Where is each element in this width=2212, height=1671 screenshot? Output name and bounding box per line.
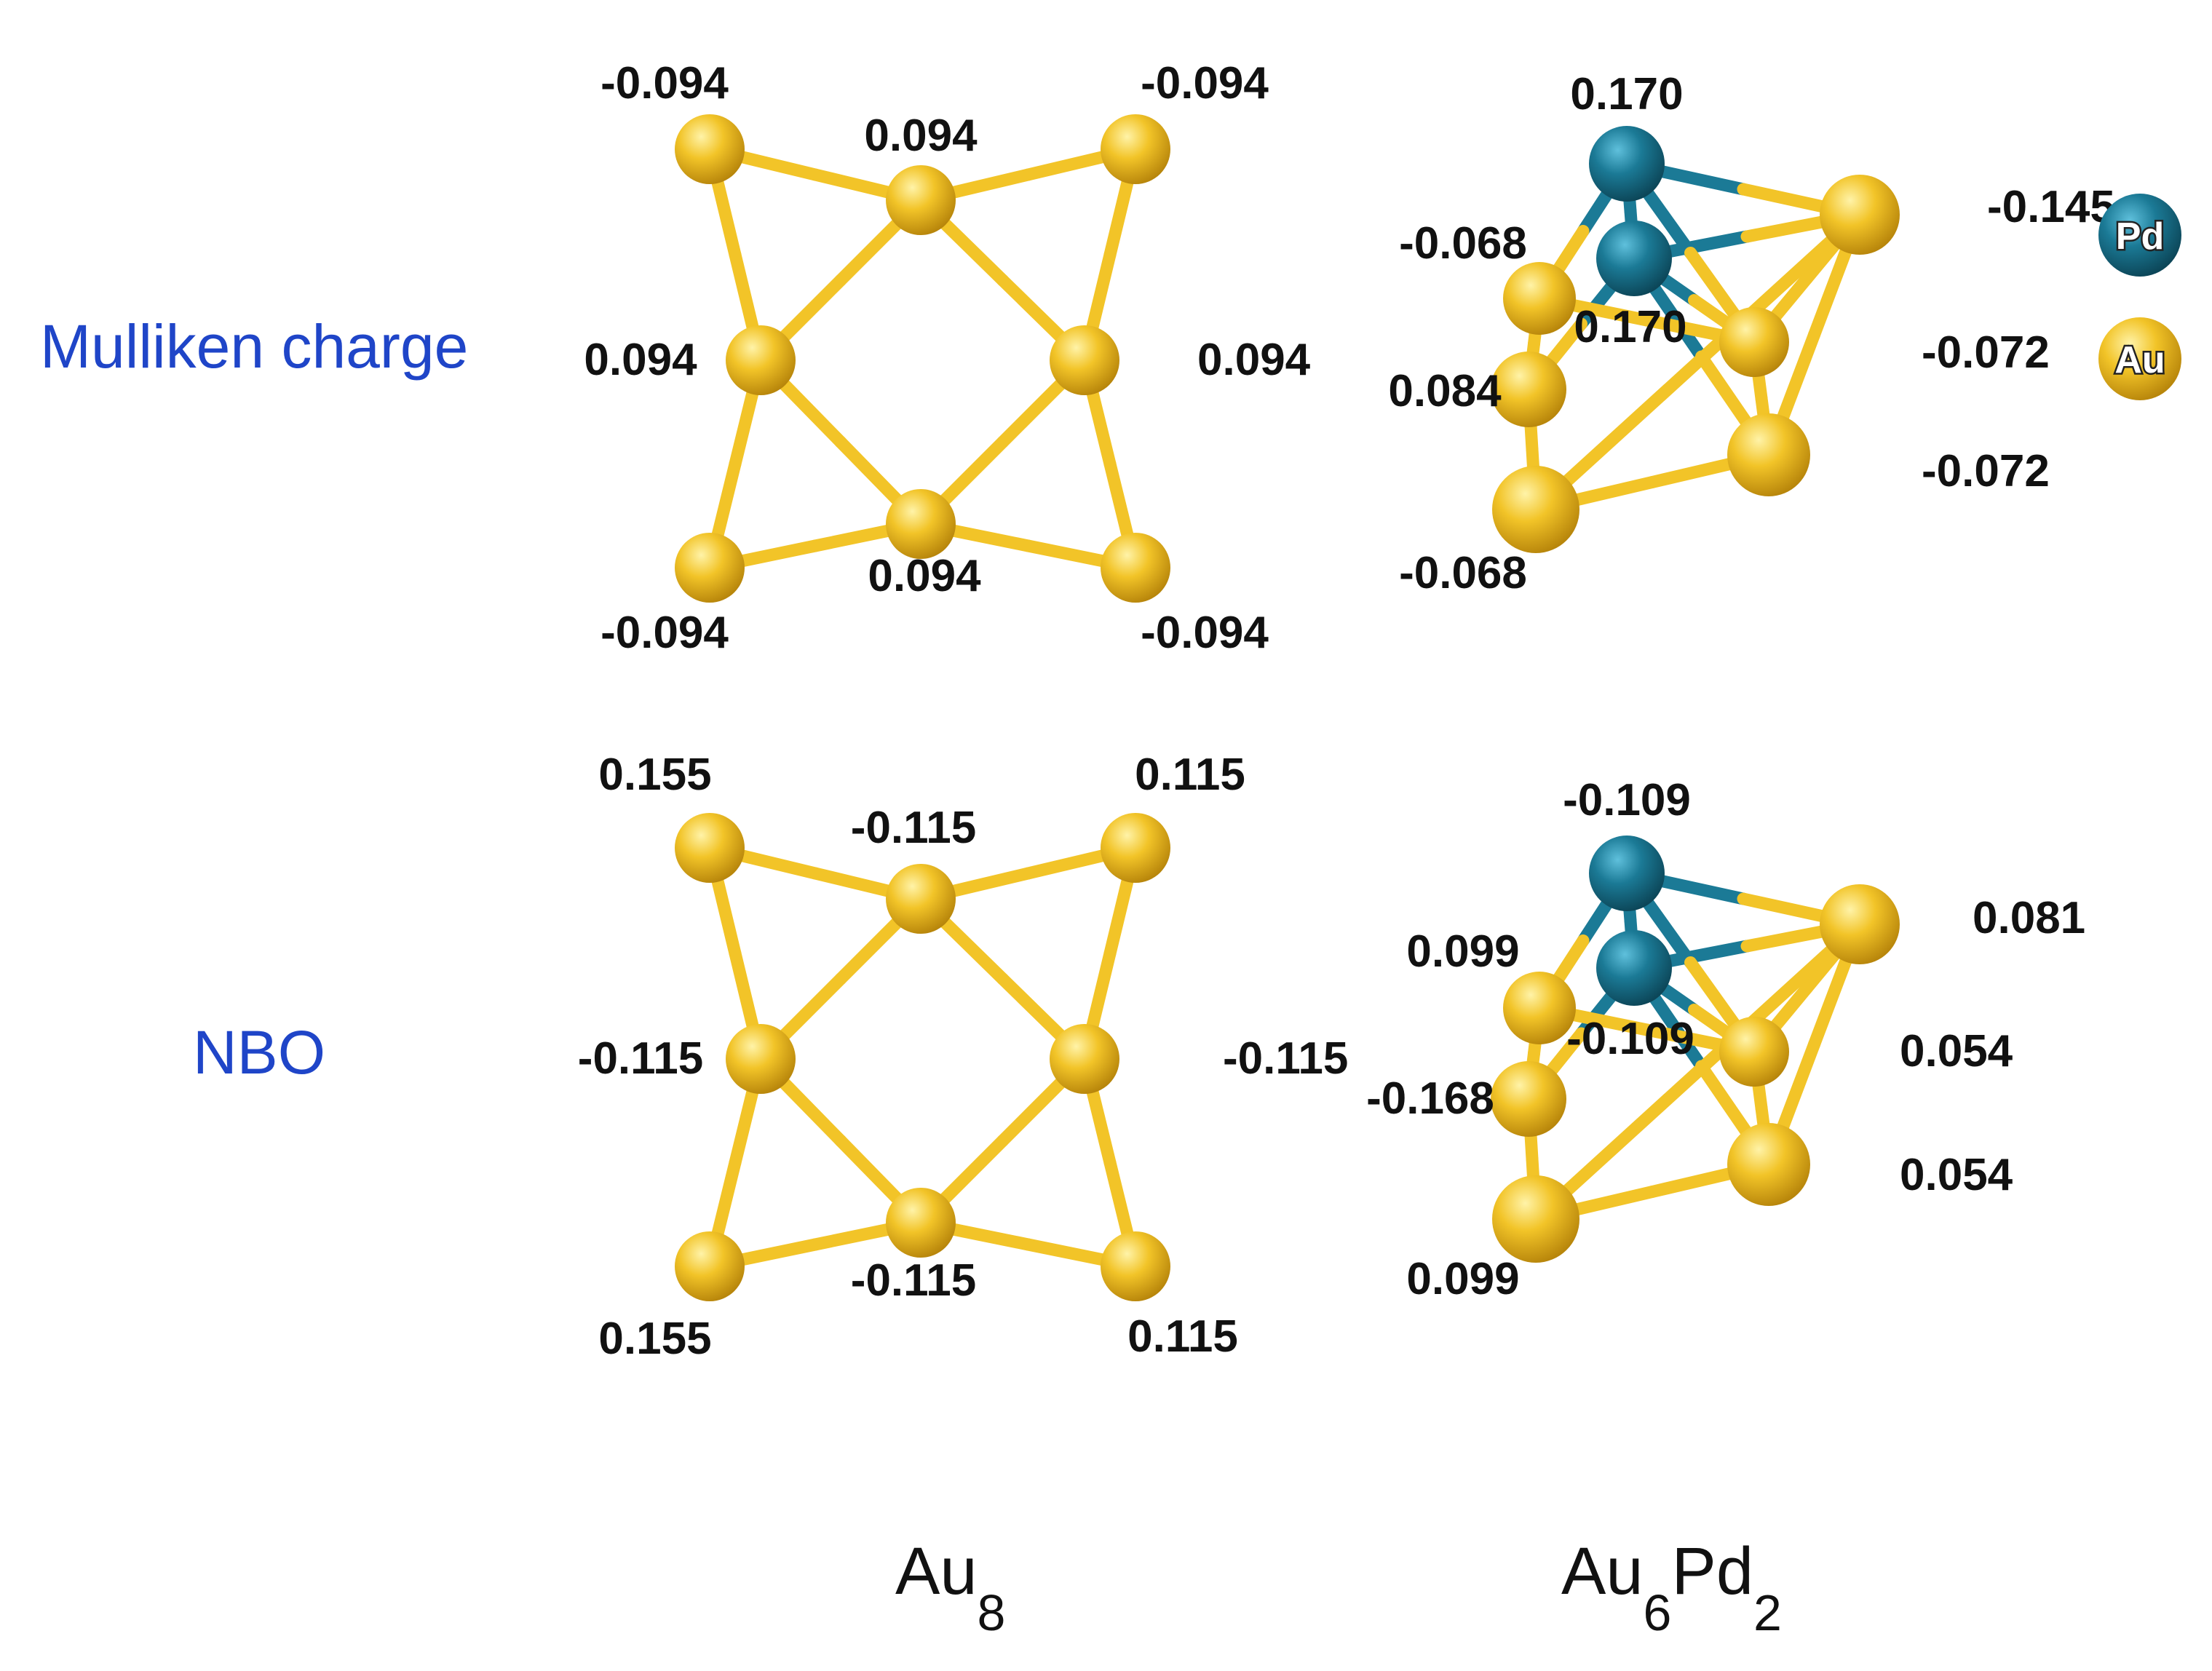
formula-au6pd2: Au6Pd2: [1561, 1534, 1782, 1641]
au8-nbo-charge-label: 0.115: [1127, 1311, 1238, 1362]
au8-mulliken-charge-label: 0.094: [584, 335, 697, 385]
au8-mulliken-au-atom: [886, 489, 956, 559]
molecule-au6pd2-mulliken: 0.170 0.170 -0.145 -0.068 -0.072 0.084 -0.072 -…: [1388, 69, 2114, 598]
au6pd2-nbo-au-atom: [1503, 972, 1576, 1044]
formula-au8-base: Au: [895, 1534, 978, 1608]
au6pd2-mulliken-au-atom: [1503, 262, 1576, 335]
au6pd2-mulliken-au-atom: [1491, 352, 1566, 427]
au6pd2-nbo-au-atom: [1719, 1017, 1789, 1087]
au8-nbo-charge-label: 0.155: [598, 750, 711, 800]
au8-nbo-charge-label: -0.115: [1223, 1033, 1348, 1084]
au8-nbo-au-atom: [1050, 1024, 1119, 1094]
au6pd2-mulliken-pd-atom: [1596, 221, 1672, 296]
molecule-au8-mulliken: -0.094 0.094 -0.094 0.094 0.094 -0.094 0.094 -0…: [584, 58, 1310, 658]
au6pd2-nbo-charge-label: -0.109: [1566, 1014, 1694, 1064]
au6pd2-mulliken-au-atom: [1492, 466, 1579, 553]
formula-au8-sub: 8: [978, 1584, 1006, 1641]
au8-mulliken-au-atom: [1101, 114, 1170, 184]
au8-nbo-au-atom: [886, 1188, 956, 1258]
au8-mulliken-charge-label: -0.094: [600, 58, 729, 108]
au8-nbo-au-atom: [886, 864, 956, 934]
au6pd2-nbo-charge-label: 0.081: [1973, 893, 2085, 943]
au6pd2-mulliken-charge-label: 0.084: [1388, 366, 1502, 416]
row-label-nbo: NBO: [193, 1018, 325, 1087]
au8-nbo-au-atom: [1101, 1231, 1170, 1301]
au6pd2-mulliken-charge-label: -0.145: [1987, 182, 2115, 232]
au6pd2-mulliken-charge-label: 0.170: [1570, 69, 1683, 119]
au6pd2-mulliken-charge-label: -0.068: [1399, 218, 1527, 269]
au8-nbo-charge-label: 0.115: [1135, 750, 1245, 800]
au6pd2-mulliken-charge-label: 0.170: [1574, 302, 1686, 352]
au8-nbo-charge-label: -0.115: [851, 803, 976, 853]
formula-au8: Au8: [895, 1534, 1005, 1641]
au6pd2-nbo-au-atom: [1727, 1123, 1810, 1206]
au6pd2-nbo-au-atom: [1820, 884, 1900, 964]
formula-au6pd2-au-sub: 6: [1644, 1584, 1672, 1641]
legend: Pd Au: [2098, 194, 2181, 400]
au8-mulliken-au-atom: [726, 325, 796, 395]
au6pd2-mulliken-pd-atom: [1589, 126, 1665, 202]
au6pd2-nbo-au-atom: [1492, 1175, 1579, 1263]
au6pd2-nbo-charge-label: -0.168: [1366, 1073, 1494, 1124]
au8-mulliken-charge-label: 0.094: [1197, 335, 1311, 385]
au8-nbo-au-atom: [675, 813, 745, 883]
au8-mulliken-charge-label: 0.094: [864, 111, 978, 161]
au8-mulliken-charge-label: 0.094: [868, 551, 981, 601]
au6pd2-nbo-charge-label: -0.109: [1563, 775, 1691, 825]
au6pd2-mulliken-charge-label: -0.068: [1399, 548, 1527, 598]
au8-mulliken-au-atom: [1101, 533, 1170, 603]
au6pd2-nbo-charge-label: 0.054: [1900, 1026, 2013, 1076]
au6pd2-nbo-charge-label: 0.054: [1900, 1150, 2013, 1200]
au8-nbo-au-atom: [1101, 813, 1170, 883]
legend-pd-label: Pd: [2116, 215, 2164, 258]
au8-mulliken-charge-label: -0.094: [1141, 608, 1269, 658]
au6pd2-mulliken-au-atom: [1719, 307, 1789, 377]
au8-mulliken-au-atom: [886, 165, 956, 235]
au8-mulliken-au-atom: [675, 114, 745, 184]
au8-mulliken-charge-label: -0.094: [1141, 58, 1269, 108]
au8-mulliken-au-atom: [1050, 325, 1119, 395]
au6pd2-mulliken-au-atom: [1820, 175, 1900, 255]
legend-au-label: Au: [2114, 339, 2165, 381]
au8-mulliken-au-atom: [675, 533, 745, 603]
au8-nbo-charge-label: 0.155: [598, 1314, 711, 1364]
au8-nbo-charge-label: -0.115: [851, 1255, 976, 1306]
au6pd2-nbo-pd-atom: [1589, 836, 1665, 911]
au6pd2-nbo-pd-atom: [1596, 930, 1672, 1006]
formula-au6pd2-pd-sub: 2: [1753, 1584, 1782, 1641]
molecule-au6pd2-nbo: -0.109 -0.109 0.081 0.099 0.054 -0.168 0.054 0.…: [1366, 775, 2085, 1304]
formula-au6pd2-au: Au: [1561, 1534, 1644, 1608]
au8-nbo-au-atom: [726, 1024, 796, 1094]
au8-mulliken-charge-label: -0.094: [600, 608, 729, 658]
au6pd2-nbo-charge-label: 0.099: [1406, 926, 1519, 977]
au6pd2-nbo-au-atom: [1491, 1061, 1566, 1137]
legend-au-swatch: [2098, 317, 2181, 400]
au6pd2-nbo-charge-label: 0.099: [1406, 1254, 1519, 1304]
au6pd2-mulliken-charge-label: -0.072: [1922, 328, 2050, 378]
au6pd2-mulliken-au-atom: [1727, 413, 1810, 496]
molecule-au8-nbo: 0.155 -0.115 0.115 -0.115 -0.115 0.155 -0.115 0…: [578, 750, 1349, 1364]
au8-nbo-charge-label: -0.115: [578, 1033, 703, 1084]
legend-pd-swatch: [2098, 194, 2181, 277]
row-label-mulliken: Mulliken charge: [40, 312, 468, 381]
formula-au6pd2-pd: Pd: [1671, 1534, 1753, 1608]
au6pd2-mulliken-charge-label: -0.072: [1922, 446, 2050, 496]
au8-nbo-au-atom: [675, 1231, 745, 1301]
